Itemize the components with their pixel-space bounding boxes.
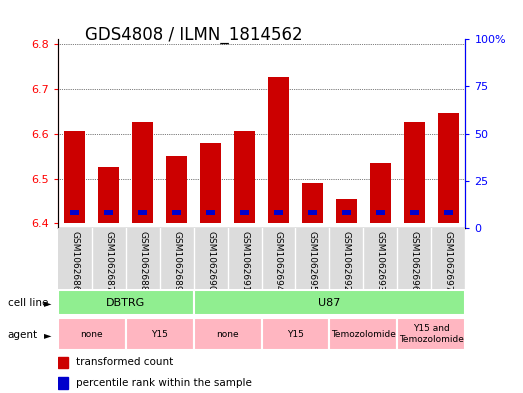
FancyBboxPatch shape	[194, 318, 262, 350]
Text: DBTRG: DBTRG	[106, 298, 145, 308]
Text: GSM1062688: GSM1062688	[138, 231, 147, 292]
Text: ►: ►	[44, 330, 51, 340]
Text: GSM1062695: GSM1062695	[308, 231, 317, 292]
Bar	[234, 131, 255, 224]
Bar	[160, 228, 194, 289]
Bar	[431, 228, 465, 289]
Bar	[58, 228, 92, 289]
Bar	[194, 228, 228, 289]
Bar	[397, 228, 431, 289]
Text: transformed count: transformed count	[76, 358, 173, 367]
FancyBboxPatch shape	[194, 290, 465, 315]
Bar	[410, 210, 419, 215]
FancyBboxPatch shape	[329, 318, 397, 350]
Bar	[404, 122, 425, 224]
Bar	[329, 228, 363, 289]
Bar	[268, 77, 289, 224]
Text: Temozolomide: Temozolomide	[331, 330, 396, 338]
Bar	[444, 210, 453, 215]
Bar	[200, 143, 221, 224]
Text: agent: agent	[8, 330, 38, 340]
FancyBboxPatch shape	[58, 318, 126, 350]
Text: percentile rank within the sample: percentile rank within the sample	[76, 378, 252, 388]
Bar	[363, 228, 397, 289]
Bar	[302, 183, 323, 224]
Text: Y15 and
Temozolomide: Y15 and Temozolomide	[399, 324, 464, 344]
Text: GSM1062686: GSM1062686	[70, 231, 79, 292]
Text: none: none	[80, 330, 103, 338]
Bar	[98, 167, 119, 224]
Text: GSM1062687: GSM1062687	[104, 231, 113, 292]
Bar	[342, 210, 351, 215]
FancyBboxPatch shape	[126, 318, 194, 350]
Bar	[172, 210, 181, 215]
Bar	[274, 210, 283, 215]
Text: ►: ►	[44, 298, 51, 309]
Bar	[70, 210, 79, 215]
FancyBboxPatch shape	[397, 318, 465, 350]
Bar	[64, 131, 85, 224]
Bar	[206, 210, 215, 215]
Bar	[336, 199, 357, 224]
Text: none: none	[216, 330, 239, 338]
Bar	[92, 228, 126, 289]
Text: Y15: Y15	[151, 330, 168, 338]
Bar	[262, 228, 295, 289]
Text: U87: U87	[319, 298, 340, 308]
Text: GSM1062694: GSM1062694	[274, 231, 283, 292]
Text: GDS4808 / ILMN_1814562: GDS4808 / ILMN_1814562	[85, 26, 302, 44]
Bar	[58, 377, 67, 389]
Bar	[295, 228, 329, 289]
Bar	[126, 228, 160, 289]
Bar	[370, 163, 391, 224]
Text: GSM1062691: GSM1062691	[240, 231, 249, 292]
FancyBboxPatch shape	[262, 318, 329, 350]
Bar	[104, 210, 113, 215]
Bar	[438, 114, 459, 224]
Text: GSM1062697: GSM1062697	[444, 231, 453, 292]
Bar	[376, 210, 385, 215]
Bar	[58, 357, 67, 368]
Text: cell line: cell line	[8, 298, 48, 309]
Bar	[308, 210, 317, 215]
Bar	[138, 210, 147, 215]
Text: GSM1062693: GSM1062693	[376, 231, 385, 292]
Text: GSM1062692: GSM1062692	[342, 231, 351, 292]
Text: GSM1062690: GSM1062690	[206, 231, 215, 292]
Bar	[166, 156, 187, 224]
Text: Y15: Y15	[287, 330, 304, 338]
FancyBboxPatch shape	[58, 290, 194, 315]
Text: GSM1062696: GSM1062696	[410, 231, 419, 292]
Bar	[240, 210, 249, 215]
Bar	[228, 228, 262, 289]
Text: GSM1062689: GSM1062689	[172, 231, 181, 292]
Bar	[132, 122, 153, 224]
